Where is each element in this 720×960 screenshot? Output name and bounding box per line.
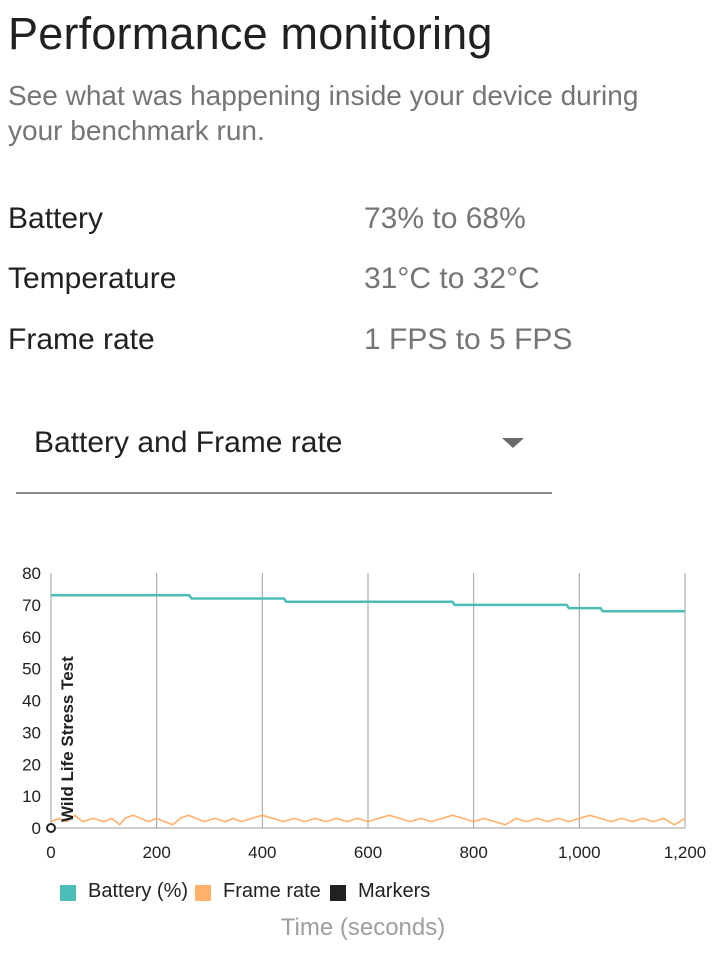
stat-row-battery: Battery 73% to 68% [8, 202, 708, 242]
frame-rate-line [50, 814, 686, 826]
stat-row-temperature: Temperature 31°C to 32°C [8, 262, 708, 302]
chart-selector-dropdown[interactable]: Battery and Frame rate [16, 418, 552, 494]
legend-label-battery: Battery (%) [88, 880, 189, 902]
y-tick-label-3: 30 [22, 723, 41, 742]
x-axis-label: Time (seconds) [280, 914, 446, 941]
legend-label-frame-rate: Frame rate [223, 880, 321, 902]
x-tick-label-3: 600 [354, 843, 382, 862]
x-tick-label-1: 200 [142, 843, 170, 862]
battery-line [51, 594, 685, 613]
x-tick-label-4: 800 [459, 843, 487, 862]
y-tick-label-7: 70 [22, 596, 41, 615]
y-tick-label-6: 60 [22, 628, 41, 647]
legend-swatch-battery [60, 885, 76, 901]
stat-row-frame-rate: Frame rate 1 FPS to 5 FPS [8, 323, 708, 363]
stat-label-frame-rate: Frame rate [8, 323, 155, 356]
y-tick-label-1: 10 [22, 787, 41, 806]
stat-value-frame-rate: 1 FPS to 5 FPS [364, 323, 573, 356]
chart-selector-value: Battery and Frame rate [34, 426, 343, 459]
x-tick-label-6: 1,200 [664, 843, 707, 862]
marker-point-0 [46, 823, 56, 833]
legend-label-markers: Markers [358, 880, 431, 902]
x-tick-label-2: 400 [248, 843, 276, 862]
chevron-down-icon[interactable] [502, 438, 524, 448]
page-title: Performance monitoring [8, 8, 493, 59]
x-tick-label-0: 0 [46, 843, 55, 862]
legend-swatch-frame-rate [195, 885, 211, 901]
y-tick-label-8: 80 [22, 564, 41, 583]
y-tick-label-4: 40 [22, 692, 41, 711]
stat-value-battery: 73% to 68% [364, 202, 526, 235]
stat-value-temperature: 31°C to 32°C [364, 262, 540, 295]
page-subtitle: See what was happening inside your devic… [8, 80, 639, 146]
x-tick-label-5: 1,000 [558, 843, 601, 862]
y-tick-label-0: 0 [32, 819, 41, 838]
stat-label-temperature: Temperature [8, 262, 177, 295]
marker-label-0: Wild Life Stress Test [58, 656, 77, 822]
y-tick-label-2: 20 [22, 755, 41, 774]
y-tick-label-5: 50 [22, 660, 41, 679]
legend-swatch-markers [330, 885, 346, 901]
stat-label-battery: Battery [8, 202, 104, 235]
